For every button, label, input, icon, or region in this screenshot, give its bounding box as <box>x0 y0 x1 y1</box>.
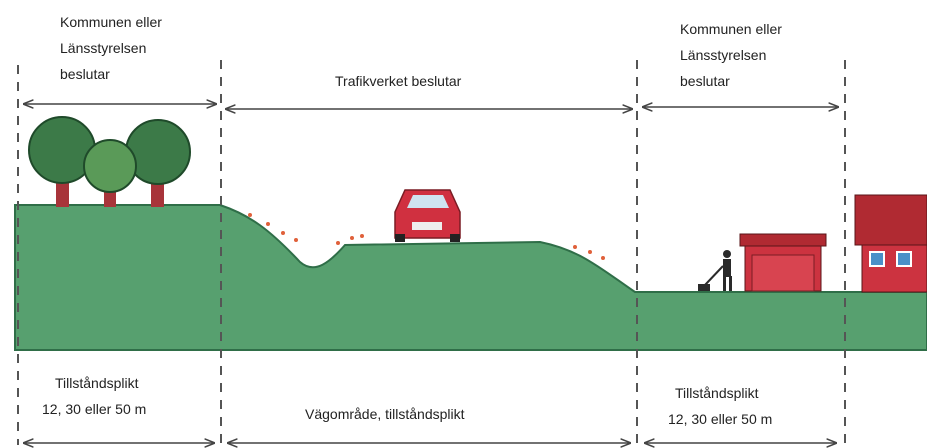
top-left-line: beslutar <box>60 66 110 82</box>
top-left-line: Länsstyrelsen <box>60 40 146 56</box>
house <box>855 195 927 292</box>
trees-part <box>84 140 136 192</box>
bottom-middle-line: Vägområde, tillståndsplikt <box>305 406 465 422</box>
person-part <box>698 284 710 291</box>
top-left-line: Kommunen eller <box>60 14 162 30</box>
shed-part <box>752 255 814 291</box>
person-part <box>723 276 726 291</box>
top-right-line: Kommunen eller <box>680 21 782 37</box>
top-middle-line: Trafikverket beslutar <box>335 73 462 89</box>
person <box>698 250 732 291</box>
flowers-part <box>601 256 605 260</box>
car <box>395 190 460 242</box>
bottom-right-line: 12, 30 eller 50 m <box>668 411 772 427</box>
flowers-part <box>248 213 252 217</box>
person-part <box>729 276 732 291</box>
bottom-right-line: Tillståndsplikt <box>675 385 759 401</box>
page: Kommunen eller Länsstyrelsen beslutar Tr… <box>0 0 927 448</box>
house-part <box>897 252 911 266</box>
house-part <box>855 195 927 245</box>
flowers-part <box>350 236 354 240</box>
trees <box>29 117 190 207</box>
flowers-part <box>588 250 592 254</box>
flowers-part <box>281 231 285 235</box>
bottom-left-line: Tillståndsplikt <box>55 375 139 391</box>
flowers-part <box>266 222 270 226</box>
house-part <box>870 252 884 266</box>
car-part <box>412 222 442 230</box>
top-right-line: beslutar <box>680 73 730 89</box>
car-part <box>395 234 405 242</box>
person-part <box>723 259 731 277</box>
car-part <box>450 234 460 242</box>
diagram: Kommunen eller Länsstyrelsen beslutar Tr… <box>0 0 927 448</box>
flowers-part <box>336 241 340 245</box>
shed-part <box>740 234 826 246</box>
person-part <box>705 266 723 285</box>
flowers-part <box>294 238 298 242</box>
car-part <box>407 195 449 208</box>
shed <box>740 234 826 291</box>
top-right-line: Länsstyrelsen <box>680 47 766 63</box>
bottom-left-line: 12, 30 eller 50 m <box>42 401 146 417</box>
flowers-part <box>360 234 364 238</box>
flowers-part <box>573 245 577 249</box>
person-part <box>723 250 731 258</box>
